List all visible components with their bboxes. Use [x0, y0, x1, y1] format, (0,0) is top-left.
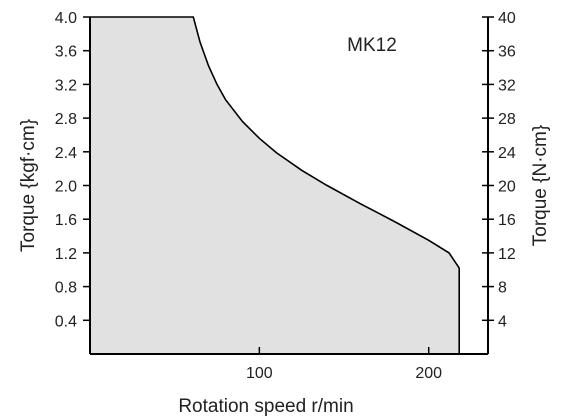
left-tick-label: 2.8 — [55, 111, 77, 128]
right-tick-label: 8 — [498, 280, 507, 297]
right-tick-label: 32 — [498, 77, 516, 94]
right-tick-label: 16 — [498, 212, 516, 229]
torque-area-fill — [90, 17, 460, 354]
right-tick-label: 28 — [498, 111, 516, 128]
left-tick-label: 0.8 — [55, 280, 77, 297]
right-tick-label: 40 — [498, 10, 516, 27]
left-tick-label: 0.4 — [55, 313, 77, 330]
left-tick-label: 4.0 — [55, 10, 77, 27]
x-tick-label: 200 — [415, 365, 442, 382]
left-tick-label: 2.0 — [55, 179, 77, 196]
left-axis-title: Torque {kgf·cm} — [18, 119, 39, 252]
right-tick-label: 24 — [498, 145, 516, 162]
right-axis-title: Torque {N·cm} — [530, 125, 551, 246]
torque-curve — [90, 16, 461, 354]
right-tick-label: 36 — [498, 44, 516, 61]
left-tick-label: 1.6 — [55, 212, 77, 229]
x-tick-label: 100 — [246, 365, 273, 382]
right-tick-label: 4 — [498, 313, 507, 330]
left-tick-label: 1.2 — [55, 246, 77, 263]
left-tick-label: 3.2 — [55, 77, 77, 94]
right-tick-label: 12 — [498, 246, 516, 263]
left-tick-label: 2.4 — [55, 145, 77, 162]
left-tick-label: 3.6 — [55, 44, 77, 61]
right-tick-label: 20 — [498, 179, 516, 196]
x-axis-title: Rotation speed r/min — [178, 396, 353, 417]
chart-title: MK12 — [347, 35, 397, 56]
